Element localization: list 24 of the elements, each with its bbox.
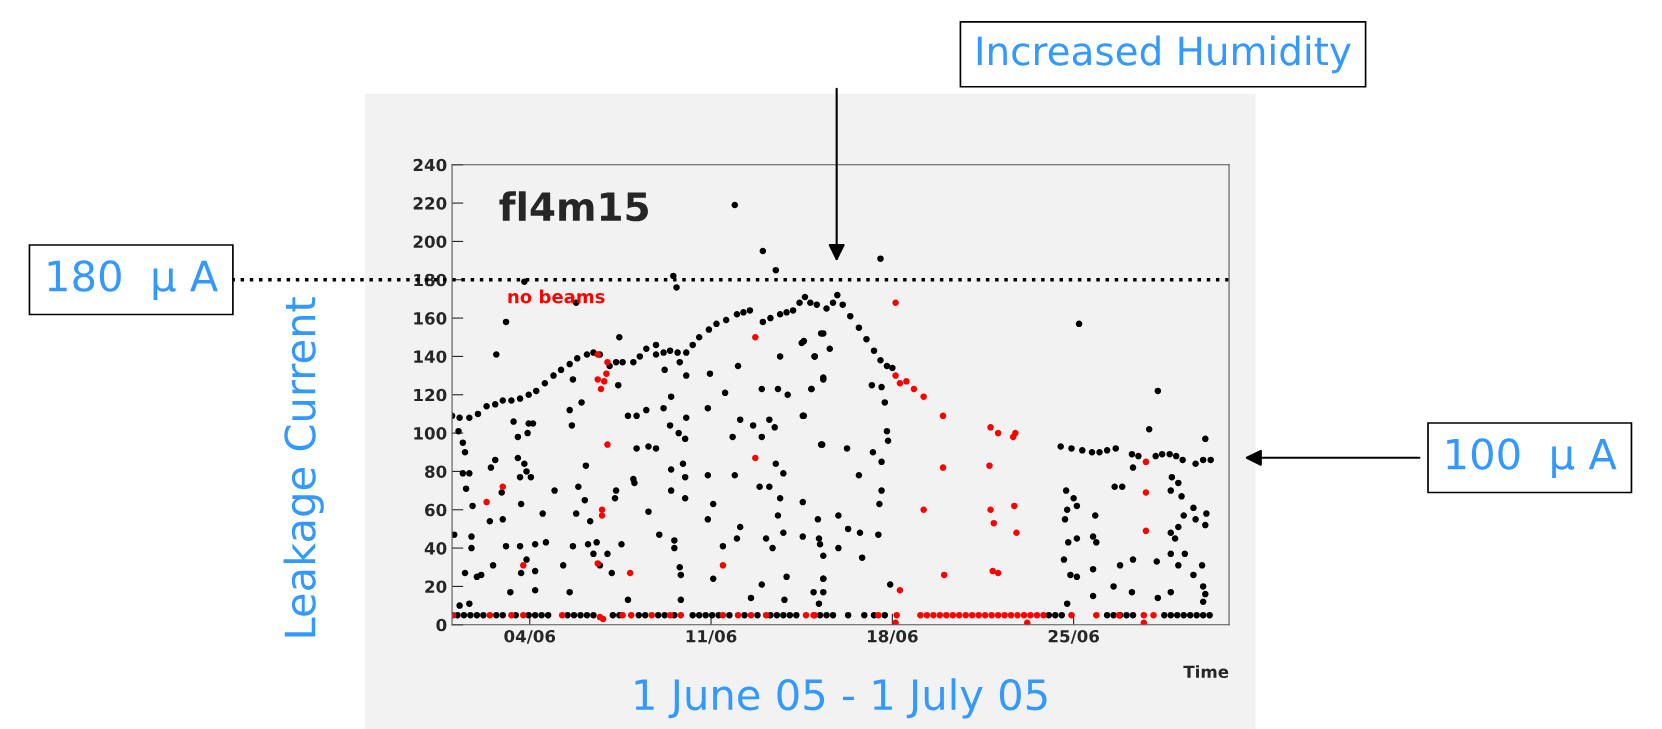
y-tick-label: 120	[414, 388, 447, 402]
text: Increased Humidity	[977, 35, 1351, 74]
y-tick-label: 220	[413, 197, 447, 210]
y-tick-label: 0	[436, 618, 447, 632]
y-tick-label: 140	[414, 350, 447, 363]
x-tick-label: 25/06	[1048, 629, 1099, 644]
y-tick-label: 240	[413, 158, 447, 172]
x-tick-label: 18/06	[868, 629, 918, 644]
y-tick-label: 160	[414, 312, 447, 325]
x-axis-title: Time	[1183, 665, 1229, 679]
x-tick-label: 11/06	[686, 629, 737, 644]
y-tick-label: 40	[424, 542, 447, 555]
x-tick-label: 04/06	[504, 629, 556, 644]
y-tick-label: 200	[413, 235, 447, 248]
y-tick-label: 100	[414, 427, 447, 440]
text: 1 June 05 - 1 July 05	[635, 678, 1047, 719]
ref-line-label: 180 µ A	[48, 260, 218, 300]
y-tick-label: 20	[425, 580, 447, 593]
text: fl4m15	[499, 191, 648, 222]
annotation: no beams	[508, 289, 605, 304]
text: 100 µ A	[1447, 438, 1617, 478]
y-tick-label: 80	[425, 465, 447, 478]
y-axis-title: Leakage Current	[283, 297, 324, 637]
y-tick-label: 60	[425, 503, 447, 517]
